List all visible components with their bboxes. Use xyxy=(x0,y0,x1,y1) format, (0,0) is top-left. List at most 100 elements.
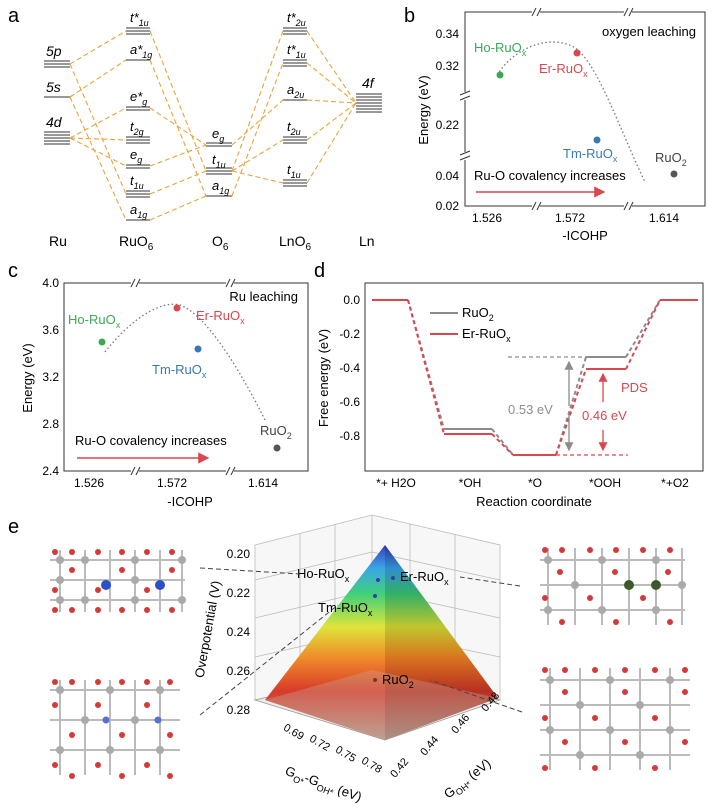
svg-text:0.34: 0.34 xyxy=(436,27,460,41)
point-ruo2-c xyxy=(274,445,281,452)
svg-text:1.526: 1.526 xyxy=(74,476,104,490)
z-label-e: Overpotential (V) xyxy=(192,580,224,679)
svg-text:a*1g: a*1g xyxy=(130,42,152,60)
svg-text:t1u: t1u xyxy=(287,162,301,180)
crystal-ruo2-structure xyxy=(540,667,690,771)
point-ho-c xyxy=(99,339,106,346)
orbital-4d: 4d xyxy=(46,114,63,130)
label-ruo2-c: RuO2 xyxy=(260,423,292,441)
svg-text:a2u: a2u xyxy=(287,82,304,100)
svg-text:0.75: 0.75 xyxy=(333,744,358,765)
panel-a: a 5p 5s 4d t*1u a*1g e*g t2g eg t1u xyxy=(8,5,382,253)
svg-text:t1u: t1u xyxy=(130,173,144,191)
surface-point-ruo2 xyxy=(373,678,377,682)
point-er-c xyxy=(174,305,181,312)
surface-point-tm xyxy=(373,594,377,598)
svg-text:0.32: 0.32 xyxy=(436,59,460,73)
svg-text:0.0: 0.0 xyxy=(343,293,360,307)
crystal-er-structure xyxy=(540,547,686,625)
svg-text:eg: eg xyxy=(130,147,142,165)
svg-text:a1g: a1g xyxy=(212,178,229,196)
panel-label-d: d xyxy=(314,260,325,282)
svg-text:t2u: t2u xyxy=(287,119,301,137)
orbital-4f: 4f xyxy=(362,75,376,91)
svg-text:2.8: 2.8 xyxy=(42,417,59,431)
legend-d: RuO2 Er-RuOx xyxy=(430,305,511,344)
svg-text:2.4: 2.4 xyxy=(42,464,59,478)
x-label-d: Reaction coordinate xyxy=(476,494,592,509)
svg-text:1.572: 1.572 xyxy=(555,211,585,225)
arrow-text-c: Ru-O covalency increases xyxy=(75,433,227,448)
y-ticks-d: 0.0 -0.2 -0.4 -0.6 -0.8 xyxy=(339,293,360,443)
svg-text:0.72: 0.72 xyxy=(307,733,332,754)
label-o6: O6 xyxy=(212,233,229,253)
x-ticks-d: *+ H2O *OH *O *OOH *+O2 xyxy=(376,476,689,490)
x-label-c: -ICOHP xyxy=(167,494,213,509)
ln-4f-levels xyxy=(356,94,382,112)
label-ho-b: Ho-RuOx xyxy=(474,40,527,58)
svg-text:0.42: 0.42 xyxy=(388,756,411,780)
point-tm-b xyxy=(594,137,601,144)
label-ru: Ru xyxy=(49,233,67,249)
pds-label: PDS xyxy=(621,380,648,395)
label-er-c: Er-RuOx xyxy=(196,308,245,326)
svg-text:3.6: 3.6 xyxy=(42,323,59,337)
point-ho-b xyxy=(497,72,504,79)
point-tm-c xyxy=(195,346,202,353)
svg-text:0.69: 0.69 xyxy=(281,722,306,743)
panel-c: c 4.0 3.6 3.2 2.8 2.4 1.526 1.572 1.614 … xyxy=(8,260,308,509)
panel-b: b 0.34 0.32 0.22 0.04 0.02 1.526 1.572 xyxy=(404,5,705,243)
svg-text:*OH: *OH xyxy=(459,476,482,490)
svg-text:t*2u: t*2u xyxy=(287,10,306,28)
orbital-5s: 5s xyxy=(46,79,61,95)
label-tm-c: Tm-RuOx xyxy=(152,362,207,380)
x-label-e: GO*-GOH* (eV) xyxy=(282,763,364,807)
svg-text:*+ H2O: *+ H2O xyxy=(376,476,416,490)
panel-d: d 0.0 -0.2 -0.4 -0.6 -0.8 *+ H2O *OH *O … xyxy=(314,260,703,509)
svg-text:0.26: 0.26 xyxy=(227,664,251,678)
y-ticks-b: 0.34 0.32 0.22 0.04 0.02 xyxy=(436,27,460,213)
label-ruo2-b: RuO2 xyxy=(655,150,687,168)
svg-text:-0.2: -0.2 xyxy=(339,327,360,341)
svg-text:0.22: 0.22 xyxy=(436,118,460,132)
surface-point-er xyxy=(391,576,395,580)
gap-label-ruo2: 0.53 eV xyxy=(508,402,553,417)
surface-point-ho xyxy=(376,578,380,582)
label-tm-b: Tm-RuOx xyxy=(563,146,618,164)
svg-text:0.20: 0.20 xyxy=(227,547,251,561)
svg-text:0.28: 0.28 xyxy=(227,703,251,717)
ru-levels xyxy=(44,61,70,144)
y-label-d: Free energy (eV) xyxy=(316,329,331,427)
panel-label-a: a xyxy=(8,5,20,27)
svg-text:t*1u: t*1u xyxy=(130,10,149,28)
label-ln: Ln xyxy=(359,233,375,249)
legend-label-er: Er-RuOx xyxy=(462,326,511,344)
panel-label-b: b xyxy=(404,5,415,27)
panel-label-c: c xyxy=(8,260,18,282)
svg-text:t2g: t2g xyxy=(130,119,144,137)
svg-text:0.44: 0.44 xyxy=(418,734,441,758)
svg-text:eg: eg xyxy=(212,126,224,144)
svg-text:*O: *O xyxy=(528,476,542,490)
series-er xyxy=(372,300,698,455)
panel-e: e Ho-RuOx Er-RuOx Tm-RuOx RuO2 0.20 0.22 xyxy=(8,515,690,807)
z-ticks-e: 0.20 0.22 0.24 0.26 0.28 xyxy=(227,547,251,717)
y-label-c: Energy (eV) xyxy=(20,343,35,412)
arrow-text-b: Ru-O covalency increases xyxy=(474,168,626,183)
svg-text:4.0: 4.0 xyxy=(42,276,59,290)
svg-text:t*1u: t*1u xyxy=(287,42,306,60)
svg-text:3.2: 3.2 xyxy=(42,370,59,384)
lno6-level-labels: t*2u t*1u a2u t2u t1u xyxy=(287,10,306,180)
crystal-tm-structure xyxy=(50,679,180,779)
svg-text:-0.6: -0.6 xyxy=(339,395,360,409)
y-ticks-c: 4.0 3.6 3.2 2.8 2.4 xyxy=(42,276,59,478)
point-er-b xyxy=(574,50,581,57)
point-ruo2-b xyxy=(671,171,678,178)
panel-label-e: e xyxy=(8,516,19,538)
y-label-e: GOH* (eV) xyxy=(441,756,496,804)
x-ticks-b: 1.526 1.572 1.614 xyxy=(472,211,679,225)
svg-text:a1g: a1g xyxy=(130,202,147,220)
svg-text:-0.4: -0.4 xyxy=(339,361,360,375)
svg-text:-0.8: -0.8 xyxy=(339,429,360,443)
svg-text:0.04: 0.04 xyxy=(436,169,460,183)
